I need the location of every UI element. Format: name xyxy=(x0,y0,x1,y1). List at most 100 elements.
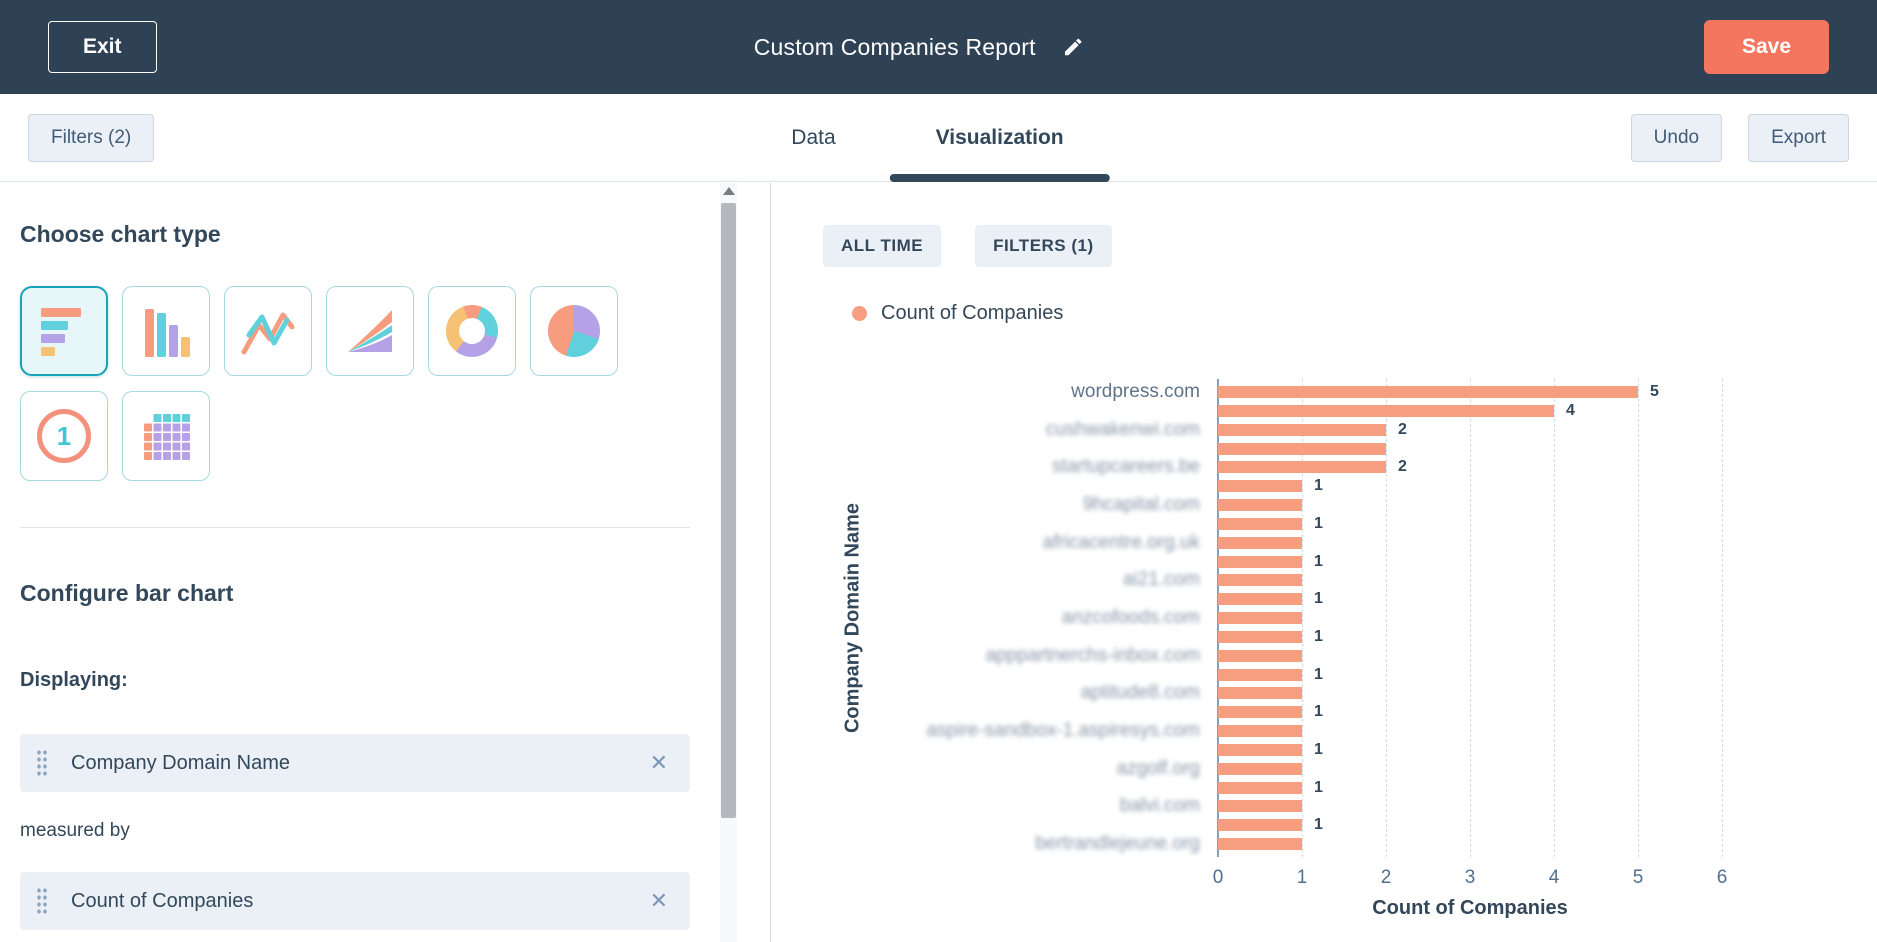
bar[interactable] xyxy=(1218,687,1302,699)
scrollbar-thumb[interactable] xyxy=(721,203,736,818)
gridline xyxy=(1722,379,1723,857)
bar-value-label: 1 xyxy=(1314,741,1323,759)
line-chart-icon xyxy=(241,307,295,355)
x-tick-label: 6 xyxy=(1717,867,1728,889)
y-category-label: balvi.com xyxy=(1120,795,1200,817)
bar[interactable] xyxy=(1218,725,1302,737)
chart-type-table[interactable] xyxy=(122,391,210,481)
y-category-label: anzcofoods.com xyxy=(1062,607,1200,629)
bar[interactable] xyxy=(1218,744,1302,756)
gridline xyxy=(1470,379,1471,857)
tab-visualization[interactable]: Visualization xyxy=(934,120,1066,156)
bar[interactable] xyxy=(1218,669,1302,681)
bar-value-label: 1 xyxy=(1314,666,1323,684)
y-category-label: startupcareers.be xyxy=(1052,456,1200,478)
toolbar-right-actions: Undo Export xyxy=(1631,114,1849,162)
sidebar-scrollbar[interactable] xyxy=(720,183,737,942)
drag-handle-icon[interactable] xyxy=(36,886,47,916)
tab-data[interactable]: Data xyxy=(789,120,837,156)
bar[interactable] xyxy=(1218,650,1302,662)
y-category-label: wordpress.com xyxy=(1071,381,1200,403)
remove-measure-icon[interactable]: ✕ xyxy=(650,890,668,912)
donut-chart-icon xyxy=(446,305,498,357)
y-category-label: apppartnerchs-inbox.com xyxy=(986,645,1200,667)
drag-handle-icon[interactable] xyxy=(36,748,47,778)
pie-chart-icon xyxy=(548,305,600,357)
x-tick-label: 2 xyxy=(1381,867,1392,889)
chart-type-donut[interactable] xyxy=(428,286,516,376)
chart-type-pie[interactable] xyxy=(530,286,618,376)
choose-chart-type-heading: Choose chart type xyxy=(20,221,690,248)
scroll-up-arrow-icon[interactable] xyxy=(723,187,735,195)
horizontal-bar-icon xyxy=(39,305,89,357)
chart-type-horizontal-bar[interactable] xyxy=(20,286,108,376)
bar[interactable] xyxy=(1218,782,1302,794)
export-button[interactable]: Export xyxy=(1748,114,1849,162)
bar[interactable] xyxy=(1218,631,1302,643)
y-category-label: 9hcapital.com xyxy=(1083,494,1200,516)
bar[interactable] xyxy=(1218,537,1302,549)
bar[interactable] xyxy=(1218,556,1302,568)
dimension-chip[interactable]: Company Domain Name ✕ xyxy=(20,734,690,792)
y-axis-title: Company Domain Name xyxy=(842,503,865,733)
column-chart-icon xyxy=(141,305,191,357)
bar[interactable] xyxy=(1218,405,1554,417)
displaying-label: Displaying: xyxy=(20,669,690,692)
bar[interactable] xyxy=(1218,480,1302,492)
chart-config-sidebar: Choose chart type 1 Configure bar chart … xyxy=(0,183,720,942)
chart-type-single-value[interactable]: 1 xyxy=(20,391,108,481)
x-tick-label: 5 xyxy=(1633,867,1644,889)
dimension-chip-label: Company Domain Name xyxy=(71,752,650,775)
bar[interactable] xyxy=(1218,443,1386,455)
bar-value-label: 1 xyxy=(1314,590,1323,608)
bar-value-label: 1 xyxy=(1314,779,1323,797)
bar[interactable] xyxy=(1218,612,1302,624)
sidebar-divider xyxy=(20,527,690,528)
gridline xyxy=(1554,379,1555,857)
measured-by-label: measured by xyxy=(20,820,690,842)
bar[interactable] xyxy=(1218,461,1386,473)
y-category-label: azgolf.org xyxy=(1117,758,1200,780)
x-tick-label: 3 xyxy=(1465,867,1476,889)
bar[interactable] xyxy=(1218,499,1302,511)
top-navbar: Exit Custom Companies Report Save xyxy=(0,0,1877,94)
bar[interactable] xyxy=(1218,706,1302,718)
bar[interactable] xyxy=(1218,819,1302,831)
bar[interactable] xyxy=(1218,574,1302,586)
exit-button[interactable]: Exit xyxy=(48,21,157,73)
bar[interactable] xyxy=(1218,800,1302,812)
bar-value-label: 1 xyxy=(1314,703,1323,721)
save-button[interactable]: Save xyxy=(1704,20,1829,74)
report-title: Custom Companies Report xyxy=(754,34,1036,61)
chart-type-area[interactable] xyxy=(326,286,414,376)
bar-value-label: 2 xyxy=(1398,458,1407,476)
bar[interactable] xyxy=(1218,386,1638,398)
configure-bar-chart-heading: Configure bar chart xyxy=(20,580,690,607)
bar[interactable] xyxy=(1218,424,1386,436)
toolbar: Filters (2) Data Visualization Undo Expo… xyxy=(0,94,1877,182)
measure-chip-label: Count of Companies xyxy=(71,890,650,913)
bar-value-label: 4 xyxy=(1566,402,1575,420)
bar[interactable] xyxy=(1218,518,1302,530)
measure-chip[interactable]: Count of Companies ✕ xyxy=(20,872,690,930)
chart-type-line[interactable] xyxy=(224,286,312,376)
undo-button[interactable]: Undo xyxy=(1631,114,1722,162)
bar[interactable] xyxy=(1218,763,1302,775)
y-category-label: cushwakenwi.com xyxy=(1046,419,1200,441)
gridline xyxy=(1386,379,1387,857)
bar-value-label: 1 xyxy=(1314,515,1323,533)
y-category-label: ai21.com xyxy=(1123,569,1200,591)
bar-value-label: 2 xyxy=(1398,421,1407,439)
x-tick-label: 4 xyxy=(1549,867,1560,889)
bar-value-label: 1 xyxy=(1314,816,1323,834)
bar[interactable] xyxy=(1218,838,1302,850)
chart-type-column[interactable] xyxy=(122,286,210,376)
y-category-label: aspire-sandbox-1.aspiresys.com xyxy=(926,720,1200,742)
bar[interactable] xyxy=(1218,593,1302,605)
bar-value-label: 1 xyxy=(1314,477,1323,495)
report-title-group: Custom Companies Report xyxy=(754,0,1084,94)
x-tick-label: 0 xyxy=(1213,867,1224,889)
filters-button[interactable]: Filters (2) xyxy=(28,114,154,162)
edit-title-pencil-icon[interactable] xyxy=(1062,36,1084,58)
remove-dimension-icon[interactable]: ✕ xyxy=(650,752,668,774)
